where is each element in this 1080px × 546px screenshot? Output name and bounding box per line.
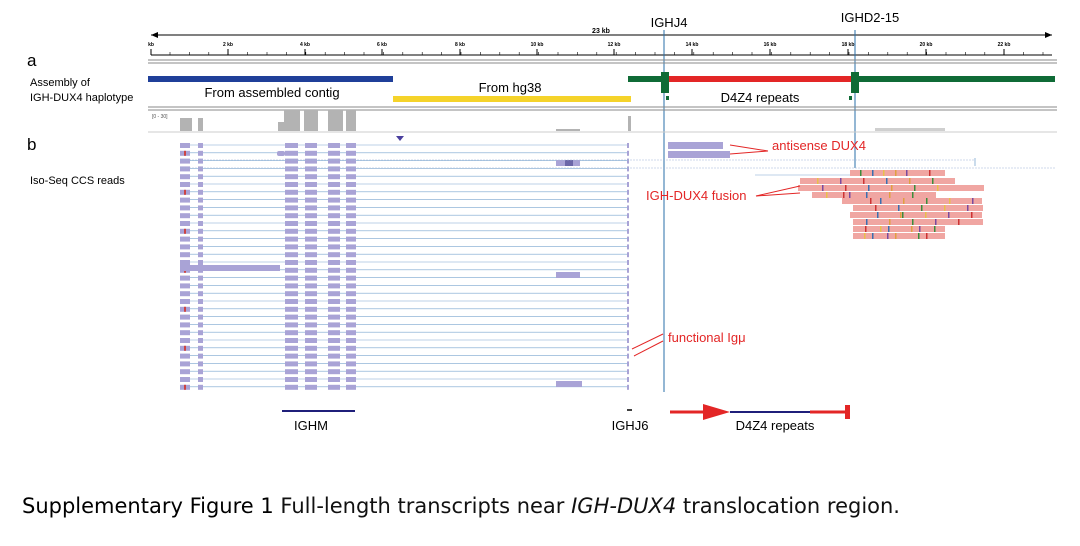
panel-b-letter: b <box>27 135 36 154</box>
read-row <box>180 377 629 382</box>
read-row <box>180 205 629 211</box>
ruler-tick-label: 12 kb <box>608 42 621 48</box>
read-row <box>180 361 629 367</box>
flank-right-bar <box>859 76 1055 82</box>
ruler-tick-label: 20 kb <box>920 42 933 48</box>
figure: 23 kb kb 2 kb 4 kb 6 kb 8 kb 10 kb 12 kb 14 kb 1… <box>27 10 1057 433</box>
ruler-tick-label: 18 kb <box>842 42 855 48</box>
reads-label: Iso-Seq CCS reads <box>30 175 125 187</box>
ruler-tick-label: kb <box>148 42 154 48</box>
read-row <box>180 189 629 195</box>
ruler: 23 kb kb 2 kb 4 kb 6 kb 8 kb 10 kb 12 kb 14 kb 1… <box>148 28 1052 56</box>
read-row <box>180 228 629 234</box>
caption-text-after: translocation region. <box>676 494 900 518</box>
panel-b: b Iso-Seq CCS reads [0 - 30] antisense D… <box>27 110 1057 390</box>
panel-a: a Assembly of IGH-DUX4 haplotype From as… <box>27 51 1057 111</box>
d4z4-bar <box>669 76 851 82</box>
ruler-tick-label: 4 kb <box>300 42 310 48</box>
read-row <box>180 174 629 180</box>
read-row <box>180 213 629 219</box>
antisense-label: antisense DUX4 <box>772 138 866 153</box>
read-row <box>180 314 629 320</box>
read-row <box>180 252 629 258</box>
flank-left-block <box>661 72 669 93</box>
ruler-span-label: 23 kb <box>592 28 610 35</box>
ruler-arrow-right-icon <box>1045 32 1052 38</box>
read-row <box>180 143 629 148</box>
read-row <box>180 338 629 343</box>
ruler-arrow-left-icon <box>151 32 158 38</box>
coverage-track <box>148 110 1057 133</box>
ruler-tick-label: 16 kb <box>764 42 777 48</box>
ruler-tick-label: 6 kb <box>377 42 387 48</box>
read-row <box>180 345 629 351</box>
d4z4-label: D4Z4 repeats <box>721 90 800 105</box>
coverage-range: [0 - 30] <box>152 114 168 120</box>
antisense-read <box>668 142 723 149</box>
contig-label: From assembled contig <box>204 85 339 100</box>
read-row <box>180 299 629 304</box>
hg38-bar <box>393 96 631 102</box>
read-row <box>180 182 629 187</box>
read-row <box>180 260 629 265</box>
panel-a-label-line2: IGH-DUX4 haplotype <box>30 92 133 104</box>
read-row <box>180 166 629 172</box>
gene-track: IGHM IGHJ6 D4Z4 repeats <box>282 404 850 433</box>
read-row <box>180 244 629 250</box>
read-row <box>180 306 629 312</box>
fusion-read <box>853 226 945 232</box>
read-row <box>180 158 629 164</box>
functional-label: functional Igμ <box>668 330 746 345</box>
flank-right-block <box>851 72 859 93</box>
read-row <box>180 384 629 390</box>
fusion-read <box>853 205 983 211</box>
contig-bar <box>148 76 393 82</box>
read-row <box>180 322 629 328</box>
marker-triangle-icon <box>396 136 404 141</box>
ruler-tick-label: 2 kb <box>223 42 233 48</box>
reads-track <box>180 142 1055 390</box>
ruler-ticks: kb 2 kb 4 kb 6 kb 8 kb 10 kb 12 kb 14 kb 16 kb 18… <box>148 42 1044 55</box>
read-row <box>180 291 629 297</box>
flank-left-bar <box>628 76 664 82</box>
fusion-read <box>800 178 955 184</box>
panel-a-label-line1: Assembly of <box>30 77 91 89</box>
caption-gene: IGH-DUX4 <box>571 494 677 518</box>
read-row <box>180 275 629 281</box>
fusion-read <box>798 185 984 191</box>
read-row <box>180 150 629 156</box>
ruler-tick-label: 14 kb <box>686 42 699 48</box>
ruler-tick-label: 10 kb <box>531 42 544 48</box>
d4z4-gene-label: D4Z4 repeats <box>736 418 815 433</box>
figure-caption: Supplementary Figure 1 Full-length trans… <box>22 494 900 518</box>
caption-text-before: Full-length transcripts near <box>273 494 572 518</box>
read-row <box>180 236 629 242</box>
fusion-read <box>850 170 945 176</box>
annotations: antisense DUX4 IGH-DUX4 fusion functiona… <box>631 138 866 357</box>
caption-prefix: Supplementary Figure 1 <box>22 494 274 518</box>
ruler-tick-label: 8 kb <box>455 42 465 48</box>
read-row <box>180 369 629 375</box>
marker-ighj4: IGHJ4 <box>651 15 688 30</box>
antisense-read <box>668 151 730 158</box>
ighj6-label: IGHJ6 <box>612 418 649 433</box>
fusion-read <box>853 219 983 225</box>
marker-ighd2-15: IGHD2-15 <box>841 10 900 25</box>
d4z4-arrow-icon <box>703 404 730 420</box>
panel-a-letter: a <box>27 51 37 70</box>
fusion-read <box>850 212 982 218</box>
fusion-read <box>853 233 945 239</box>
ruler-tick-label: 22 kb <box>998 42 1011 48</box>
fusion-label: IGH-DUX4 fusion <box>646 188 746 203</box>
fusion-read <box>842 198 982 204</box>
read-row <box>180 330 629 336</box>
read-row <box>180 353 629 359</box>
read-row <box>180 197 629 203</box>
read-row <box>180 221 629 226</box>
ighm-label: IGHM <box>294 418 328 433</box>
fusion-read <box>812 192 936 198</box>
d4z4-end-block <box>845 405 850 419</box>
read-row <box>180 283 629 289</box>
hg38-label: From hg38 <box>479 80 542 95</box>
